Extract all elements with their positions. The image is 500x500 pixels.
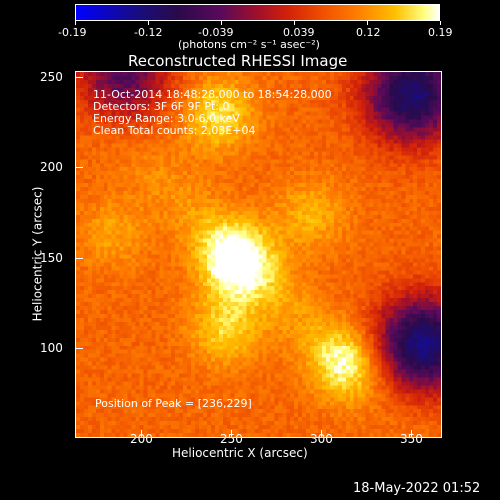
y-axis-label: Heliocentric Y (arcsec) (30, 186, 45, 322)
y-axis-tick (75, 77, 83, 78)
y-axis-tick (75, 258, 83, 259)
colorbar (75, 4, 440, 21)
x-axis-tick (141, 430, 142, 438)
x-axis-tick-label: 350 (400, 432, 423, 446)
info-time-range: 11-Oct-2014 18:48:28.000 to 18:54:28.000 (93, 88, 332, 101)
plot-area (75, 71, 442, 438)
y-axis-tick-label: 150 (40, 251, 63, 265)
colorbar-tick (75, 21, 76, 25)
colorbar-tick-label: -0.12 (134, 26, 163, 39)
colorbar-tick-label: -0.039 (198, 26, 234, 39)
heatmap-image (76, 72, 441, 437)
info-detectors: Detectors: 3F 6F 9F Pt: 0 (93, 100, 230, 113)
y-axis-tick-label: 200 (40, 160, 63, 174)
colorbar-tick (148, 21, 149, 25)
info-counts: Clean Total counts: 2.03E+04 (93, 124, 256, 137)
info-energy-range: Energy Range: 3.0-6.0 keV (93, 112, 240, 125)
colorbar-tick-label: -0.19 (58, 26, 87, 39)
x-axis-tick-label: 250 (220, 432, 243, 446)
x-axis-tick (411, 430, 412, 438)
colorbar-tick-label: 0.039 (283, 26, 315, 39)
colorbar-tick (294, 21, 295, 25)
y-axis-tick-label: 250 (40, 70, 63, 84)
colorbar-tick (367, 21, 368, 25)
x-axis-label: Heliocentric X (arcsec) (172, 446, 308, 460)
chart-title: Reconstructed RHESSI Image (128, 52, 348, 70)
y-axis-tick (75, 348, 83, 349)
x-axis-tick-label: 200 (130, 432, 153, 446)
colorbar-tick (221, 21, 222, 25)
footer-date: 18-May-2022 01:52 (353, 481, 481, 496)
colorbar-tick-label: 0.12 (356, 26, 381, 39)
x-axis-tick-label: 300 (310, 432, 333, 446)
colorbar-tick (440, 21, 441, 25)
y-axis-tick (75, 167, 83, 168)
colorbar-units: (photons cm⁻² s⁻¹ asec⁻²) (178, 38, 320, 51)
x-axis-tick (231, 430, 232, 438)
peak-position: Position of Peak = [236,229] (95, 397, 252, 410)
x-axis-tick (321, 430, 322, 438)
colorbar-tick-label: 0.19 (428, 26, 453, 39)
y-axis-tick-label: 100 (40, 341, 63, 355)
